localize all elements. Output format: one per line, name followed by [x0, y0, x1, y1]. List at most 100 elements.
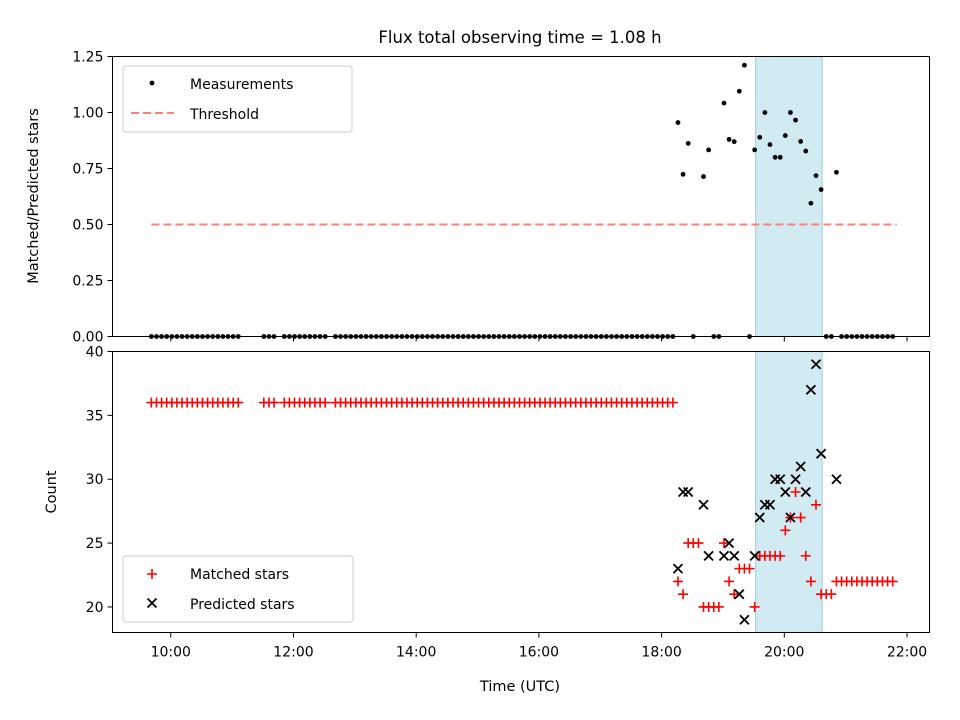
- y-tick-label: 20: [86, 600, 104, 616]
- x-tick-label: 18:00: [641, 645, 681, 661]
- matched-star-point: [718, 538, 729, 549]
- predicted-star-point: [723, 537, 735, 549]
- x-tick-label: 12:00: [273, 645, 313, 661]
- matched-star-point: [780, 525, 791, 536]
- matched-star-point: [826, 589, 837, 600]
- y-tick-label: 1.00: [72, 106, 103, 122]
- y-tick-label: 25: [86, 536, 104, 552]
- legend-label-measurements: Measurements: [190, 77, 293, 93]
- predicted-star-point: [790, 474, 801, 485]
- matched-star-point: [233, 397, 244, 408]
- predicted-star-point: [739, 614, 750, 625]
- predicted-star-point: [734, 589, 745, 600]
- predicted-star-point: [831, 474, 842, 485]
- matched-star-point: [729, 589, 740, 600]
- matched-star-point: [713, 601, 724, 612]
- y-tick-label: 1.25: [72, 50, 103, 66]
- matched-star-point: [320, 397, 331, 408]
- legend-label-threshold: Threshold: [189, 107, 259, 123]
- bottom-x-axis-label: Time (UTC): [479, 679, 560, 695]
- measurement-point: [818, 187, 824, 192]
- measurement-point: [736, 88, 742, 94]
- predicted-star-point: [718, 550, 730, 562]
- predicted-star-point: [805, 384, 817, 395]
- top-plot-frame: [112, 56, 930, 337]
- bottom-panel: 20 25 30 35 40 10:00 12:00 14:00 16:00 18:00 20:0…: [44, 345, 930, 695]
- bottom-legend: Matched stars Predicted stars: [122, 555, 354, 623]
- measurement-point: [742, 62, 747, 68]
- observing-highlight-span: [755, 56, 823, 337]
- measurement-point: [731, 139, 737, 145]
- matched-star-point: [749, 601, 760, 612]
- bottom-y-axis: 20 25 30 35 40: [86, 345, 113, 616]
- matched-star-point: [269, 397, 280, 408]
- y-tick-label: 0.25: [72, 274, 103, 290]
- bottom-plot-frame: [112, 351, 930, 633]
- measurement-point: [798, 138, 804, 144]
- y-tick-label: 0.75: [72, 162, 103, 178]
- measurement-point: [752, 147, 758, 153]
- matched-star-point: [800, 550, 811, 561]
- y-tick-label: 40: [86, 345, 104, 361]
- predicted-star-point: [815, 448, 827, 459]
- matched-star-point: [693, 538, 704, 549]
- legend-label-predicted-stars: Predicted stars: [190, 597, 295, 613]
- matched-star-point: [887, 576, 898, 587]
- measurement-point: [782, 133, 788, 138]
- top-legend: Measurements Threshold: [122, 65, 353, 133]
- matched-star-point: [724, 576, 735, 587]
- matched-stars-legend-marker: [147, 569, 157, 579]
- y-tick-label: 0.00: [72, 330, 103, 346]
- top-y-axis-label: Matched/Predicted stars: [26, 108, 42, 284]
- measurement-point: [721, 100, 727, 106]
- predicted-star-point: [729, 550, 740, 562]
- measurement-point: [772, 154, 778, 160]
- x-tick-label: 20:00: [764, 645, 804, 661]
- x-tick-label: 14:00: [396, 645, 436, 661]
- y-tick-label: 30: [86, 472, 104, 488]
- measurement-point: [762, 110, 768, 115]
- highlight-span-rect: [755, 351, 823, 633]
- predicted-star-point: [749, 550, 760, 562]
- bottom-x-axis: 10:00 12:00 14:00 16:00 18:00 20:00 22:00: [151, 632, 927, 661]
- predicted-star-point: [800, 486, 811, 498]
- measurement-point: [777, 154, 783, 160]
- predicted-star-point: [764, 499, 776, 510]
- matched-star-point: [744, 563, 755, 574]
- measurement-point: [701, 174, 706, 179]
- measurement-point: [767, 142, 773, 147]
- y-tick-label: 35: [86, 408, 104, 424]
- measurement-point: [813, 173, 819, 179]
- x-tick-label: 22:00: [887, 645, 927, 661]
- predicted-star-point: [754, 512, 765, 523]
- measurement-point: [803, 148, 809, 154]
- top-panel: 0.00 0.25 0.50 0.75 1.00 1.25 Matched/Predict…: [26, 50, 930, 346]
- predicted-star-point: [698, 499, 709, 510]
- measurement-point: [675, 120, 681, 125]
- top-x-tick-marks: [170, 336, 908, 342]
- measurement-point: [726, 136, 732, 142]
- predicted-star-point: [683, 486, 694, 498]
- matched-star-point: [672, 576, 683, 587]
- measurement-point: [706, 147, 712, 153]
- predicted-stars-legend-marker: [146, 597, 158, 609]
- observing-highlight-span: [755, 351, 823, 633]
- x-tick-label: 10:00: [151, 645, 191, 661]
- matched-star-point: [667, 397, 678, 408]
- measurement-point: [680, 171, 686, 177]
- predicted-star-point: [785, 512, 796, 523]
- matched-star-point: [805, 576, 816, 587]
- measurement-point: [788, 110, 793, 115]
- measurement-point: [808, 200, 814, 206]
- predicted-star-point: [795, 461, 806, 472]
- predicted-star-point: [780, 486, 791, 498]
- predicted-star-point: [672, 563, 684, 574]
- y-tick-label: 0.50: [72, 218, 103, 234]
- predicted-star-point: [810, 359, 822, 370]
- matched-star-point: [678, 589, 689, 600]
- measurements-legend-marker: [149, 80, 155, 86]
- measurement-point: [757, 134, 763, 140]
- legend-box: [122, 65, 353, 133]
- matched-star-point: [795, 512, 806, 523]
